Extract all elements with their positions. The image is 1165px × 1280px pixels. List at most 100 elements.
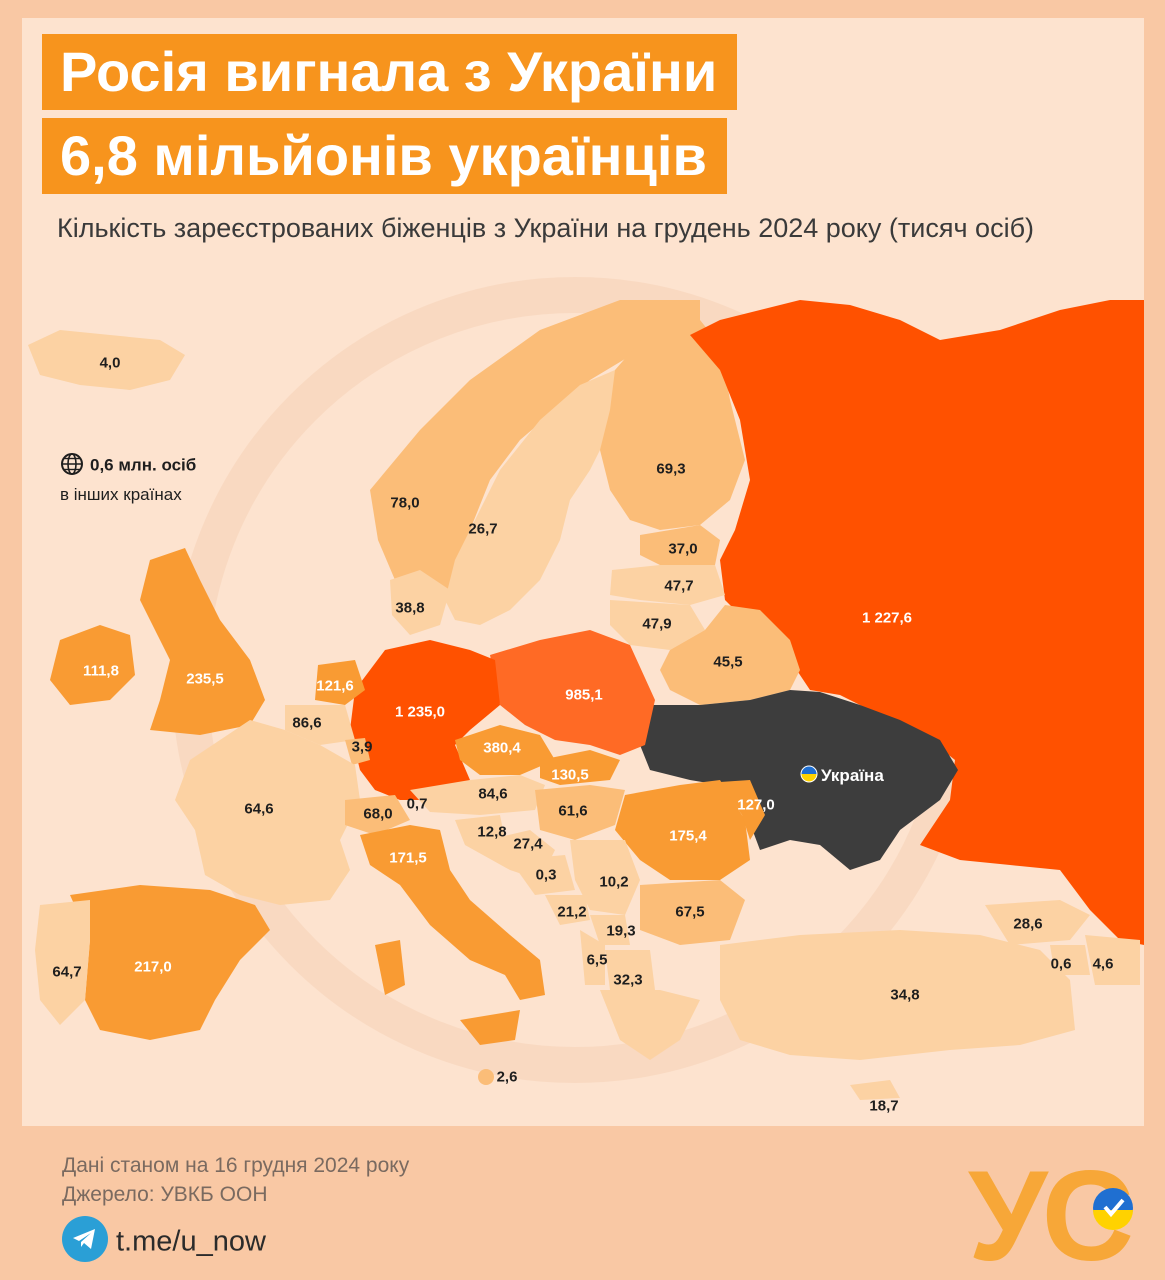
value-label-russia: 1 227,6 <box>861 609 913 627</box>
country-germany <box>350 640 500 800</box>
value-label-poland: 985,1 <box>565 686 603 704</box>
value-label-luxembourg: 3,9 <box>351 738 373 756</box>
value-label-sweden: 26,7 <box>468 520 498 538</box>
value-label-turkey: 34,8 <box>890 986 920 1004</box>
value-label-czechia: 380,4 <box>483 739 521 757</box>
country-cyprus <box>850 1080 900 1100</box>
country-north-macedonia <box>605 950 655 990</box>
island-sicily <box>460 1010 520 1045</box>
country-spain <box>70 885 270 1040</box>
country-united-kingdom <box>140 548 265 735</box>
telegram-link[interactable]: t.me/u_now <box>62 1216 266 1270</box>
country-moldova <box>720 780 765 840</box>
other-countries-value: 0,6 млн. осіб <box>90 455 197 475</box>
value-label-portugal: 64,7 <box>52 963 82 981</box>
value-label-iceland: 4,0 <box>99 354 121 372</box>
country-azerbaijan <box>1085 935 1140 985</box>
country-luxembourg <box>345 738 370 765</box>
value-label-bosnia-and-herzegovina: 0,3 <box>535 866 557 884</box>
value-label-germany: 1 235,0 <box>394 703 446 721</box>
country-bulgaria <box>640 880 745 945</box>
value-label-italy: 171,5 <box>389 849 427 867</box>
ukraine-label: Україна <box>800 765 884 788</box>
value-label-latvia: 47,7 <box>664 577 694 595</box>
value-label-finland: 69,3 <box>656 460 686 478</box>
country-malta <box>478 1069 494 1085</box>
telegram-icon <box>62 1216 108 1270</box>
value-label-switzerland: 68,0 <box>363 805 393 823</box>
value-label-hungary: 61,6 <box>558 802 588 820</box>
island-sardinia <box>375 940 405 995</box>
value-label-montenegro: 21,2 <box>557 903 587 921</box>
country-slovakia <box>540 750 620 785</box>
value-label-united-kingdom: 235,5 <box>186 670 224 688</box>
country-switzerland <box>345 795 410 835</box>
country-norway <box>370 300 700 600</box>
country-france <box>175 720 360 905</box>
value-label-romania: 175,4 <box>669 827 707 845</box>
value-label-lithuania: 47,9 <box>642 615 672 633</box>
ukraine-name: Україна <box>821 765 884 785</box>
europe-map <box>28 277 1144 1100</box>
value-label-slovenia: 12,8 <box>477 823 507 841</box>
country-kosovo <box>590 915 630 945</box>
value-label-armenia: 0,6 <box>1050 955 1072 973</box>
country-poland <box>490 630 655 755</box>
country-romania <box>615 780 750 880</box>
map-frame: 4,0 78,0 26,7 69,3 37,0 47,7 47,9 45,5 1 227,6 38… <box>22 18 1144 1126</box>
value-label-cyprus: 18,7 <box>869 1097 899 1115</box>
country-denmark <box>390 570 450 635</box>
country-finland <box>600 320 745 530</box>
subtitle: Кількість зареєстрованих біженців з Укра… <box>57 213 1035 243</box>
value-label-estonia: 37,0 <box>668 540 698 558</box>
country-belgium <box>285 705 355 745</box>
us-logo: УС <box>968 1145 1148 1280</box>
footer-source: Джерело: УВКБ ООН <box>62 1183 268 1206</box>
value-label-france: 64,6 <box>244 800 274 818</box>
title-line-1: Росія вигнала з України <box>42 34 738 110</box>
ukraine-flag-icon <box>800 765 818 788</box>
value-label-malta: 2,6 <box>496 1068 518 1086</box>
country-montenegro <box>545 895 590 925</box>
country-iceland <box>28 330 185 390</box>
value-label-north-macedonia: 32,3 <box>613 971 643 989</box>
other-countries-text: в інших країнах <box>60 485 182 504</box>
value-label-belarus: 45,5 <box>713 653 743 671</box>
value-label-croatia: 27,4 <box>513 835 543 853</box>
country-georgia <box>985 900 1090 945</box>
country-slovenia <box>455 815 505 845</box>
value-label-serbia: 10,2 <box>599 873 629 891</box>
value-label-belgium: 86,6 <box>292 714 322 732</box>
value-label-georgia: 28,6 <box>1013 915 1043 933</box>
globe-icon <box>60 452 84 481</box>
value-label-spain: 217,0 <box>134 958 172 976</box>
country-turkey <box>720 930 1075 1060</box>
value-label-austria: 84,6 <box>478 785 508 803</box>
country-sweden <box>445 370 630 625</box>
value-label-slovakia: 130,5 <box>551 766 589 784</box>
value-label-albania: 6,5 <box>586 951 608 969</box>
country-greece <box>600 990 700 1060</box>
title-line-2: 6,8 мільйонів українців <box>42 118 727 194</box>
country-belarus <box>660 605 800 705</box>
country-lithuania <box>610 600 705 650</box>
footer-date: Дані станом на 16 грудня 2024 року <box>62 1154 410 1177</box>
value-label-norway: 78,0 <box>390 494 420 512</box>
country-estonia <box>640 525 720 565</box>
telegram-link-text: t.me/u_now <box>116 1225 266 1258</box>
value-label-liechtenstein: 0,7 <box>406 795 428 813</box>
country-ireland <box>50 625 135 705</box>
country-armenia <box>1050 945 1090 975</box>
country-italy <box>360 825 545 1000</box>
country-netherlands <box>315 660 365 705</box>
value-label-bulgaria: 67,5 <box>675 903 705 921</box>
country-ukraine <box>640 690 958 870</box>
country-serbia <box>570 840 640 915</box>
country-czechia <box>455 725 555 775</box>
value-label-moldova: 127,0 <box>737 796 775 814</box>
value-label-ireland: 111,8 <box>83 662 119 680</box>
value-label-kosovo: 19,3 <box>606 922 636 940</box>
country-russia <box>690 300 1144 945</box>
country-portugal <box>35 900 90 1025</box>
country-austria <box>410 775 545 815</box>
